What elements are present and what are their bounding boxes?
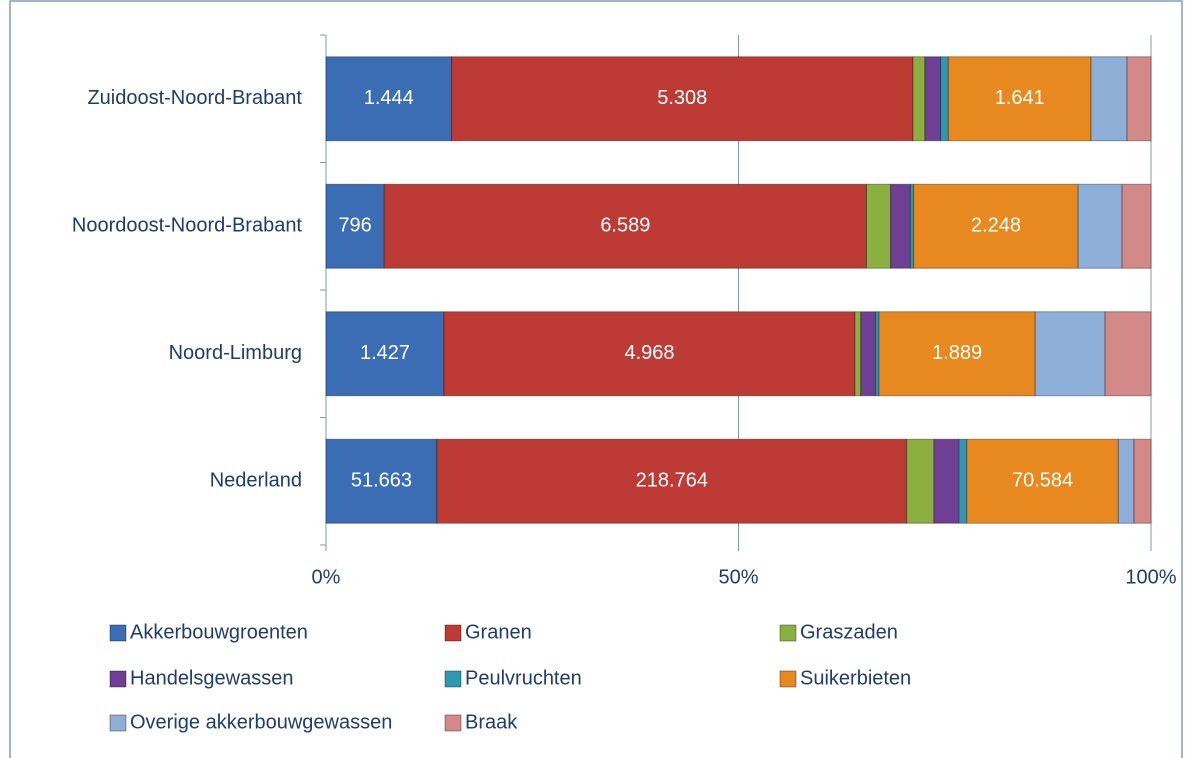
bar-segment [325,56,453,142]
bar-segment [940,56,949,142]
value-label: 5.308 [657,87,707,109]
legend-swatch [109,624,127,642]
bar-segment [912,56,926,142]
legend-swatch [779,624,797,642]
bar-segment [860,311,877,397]
bar-segment [947,56,1092,142]
legend-swatch [444,670,462,688]
value-label: 1.427 [360,342,410,364]
legend-swatch [779,670,797,688]
bar-segment [443,311,856,397]
legend-label: Suikerbieten [800,667,911,689]
y-tick-label: Noordoost-Noord-Brabant [72,215,303,237]
bar-segment [1121,183,1152,269]
legend-swatch [444,624,462,642]
bar-segment [878,311,1036,397]
legend-label: Granen [465,621,532,643]
y-tick-label: Noord-Limburg [169,342,302,364]
bar-segment [1090,56,1128,142]
bar-segment [875,311,880,397]
chart-frame [9,0,1183,758]
bar-segment [933,438,960,524]
bar-segment [325,438,438,524]
value-label: 2.248 [971,215,1021,237]
bar-segment [890,183,911,269]
bar-segment [1133,438,1152,524]
legend-label: Graszaden [800,621,898,643]
bar-segment [924,56,942,142]
value-label: 1.641 [995,87,1045,109]
bar-segment [325,311,445,397]
bar-segment [1117,438,1135,524]
legend-label: Braak [465,711,518,733]
value-label: 1.889 [932,342,982,364]
x-tick-label: 0% [312,566,341,588]
value-label: 218.764 [636,470,708,492]
x-tick-label: 50% [718,566,758,588]
legend-swatch [444,714,462,732]
value-label: 4.968 [624,342,674,364]
value-label: 70.584 [1012,470,1073,492]
legend-swatch [109,714,127,732]
bar-segment [865,183,892,269]
bar-segment [436,438,908,524]
y-tick-label: Nederland [210,470,302,492]
bar-segment [1126,56,1152,142]
value-label: 1.444 [364,87,414,109]
legend-label: Akkerbouwgroenten [130,621,308,643]
value-label: 51.663 [351,470,412,492]
bar-segment [383,183,867,269]
bar-segment [1034,311,1106,397]
value-label: 796 [338,215,371,237]
bar-segment [1104,311,1152,397]
bar-segment [906,438,935,524]
bar-segment [854,311,862,397]
value-label: 6.589 [600,215,650,237]
legend-swatch [109,670,127,688]
y-tick-label: Zuidoost-Noord-Brabant [87,87,302,109]
legend-label: Overige akkerbouwgewassen [130,711,392,733]
bar-segment [325,183,385,269]
bar-segment [1077,183,1123,269]
bar-segment [958,438,968,524]
legend-label: Peulvruchten [465,667,582,689]
x-tick-label: 100% [1125,566,1176,588]
bar-segment [451,56,914,142]
bar-segment [966,438,1119,524]
legend-label: Handelsgewassen [130,667,293,689]
